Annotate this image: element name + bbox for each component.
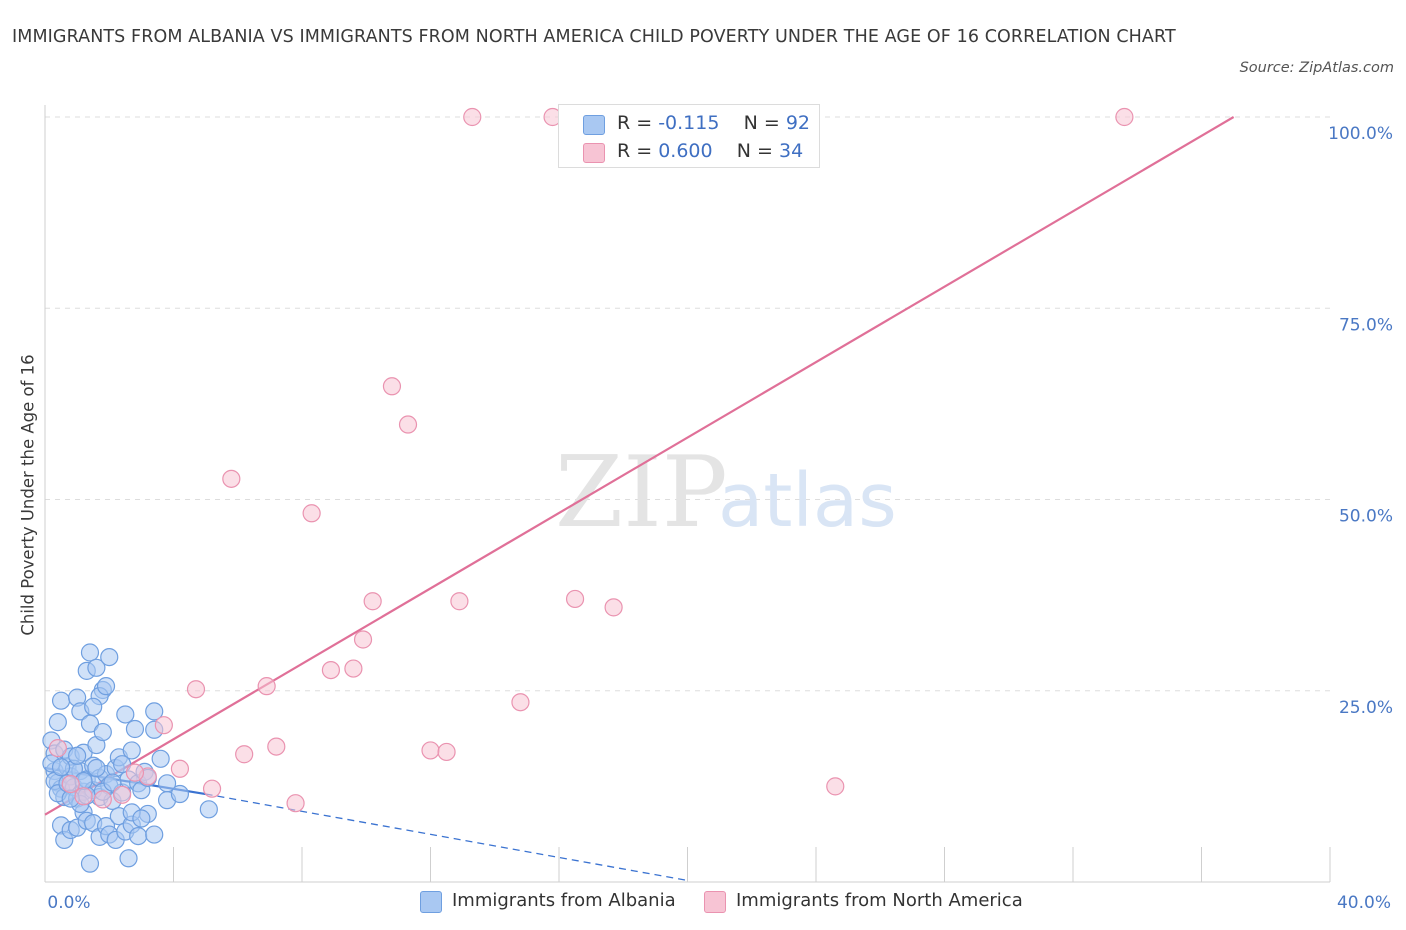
- watermark-zip: ZIP: [555, 436, 728, 550]
- north-america-point: [61, 774, 80, 794]
- grid-lines: [45, 116, 1330, 692]
- north-america-point: [398, 415, 418, 434]
- north-america-point: [170, 759, 190, 778]
- north-america-point: [463, 107, 482, 127]
- y-tick-label: 50.0%: [1339, 507, 1393, 527]
- north-america-swatch: [583, 143, 605, 163]
- north-america-point: [125, 763, 145, 782]
- north-america-point: [437, 742, 456, 762]
- watermark-atlas: atlas: [718, 458, 897, 544]
- albania-point: [132, 809, 151, 828]
- x-tick-label-min: 0.0%: [47, 893, 90, 913]
- albania-point: [80, 643, 100, 662]
- correlation-legend: R = -0.115 N = 92 R = 0.600 N = 34: [558, 104, 820, 168]
- albania-point: [87, 658, 106, 677]
- albania-point: [199, 800, 218, 819]
- data-points: [42, 107, 1134, 873]
- north-america-point: [186, 680, 206, 699]
- tick-labels: 25.0% 50.0% 75.0% 100.0% 0.0% 40.0%: [47, 124, 1393, 913]
- albania-n-value: 92: [785, 112, 811, 134]
- albania-point: [151, 749, 170, 768]
- albania-point: [116, 705, 135, 724]
- albania-point: [68, 746, 87, 765]
- y-tick-label: 100.0%: [1328, 124, 1393, 144]
- albania-point: [119, 849, 138, 868]
- legend-text-albania: R = -0.115 N = 92: [617, 112, 811, 134]
- albania-point: [96, 677, 116, 696]
- north-america-point: [93, 790, 112, 809]
- north-america-point: [565, 589, 585, 609]
- y-tick-label: 75.0%: [1339, 315, 1393, 335]
- albania-legend-swatch: [420, 891, 442, 913]
- chart-title: IMMIGRANTS FROM ALBANIA VS IMMIGRANTS FR…: [12, 27, 1176, 47]
- x-tick-label-max: 40.0%: [1337, 893, 1391, 913]
- albania-point: [145, 825, 164, 844]
- north-america-point: [511, 693, 530, 712]
- legend-text-north-america: R = 0.600 N = 34: [617, 140, 804, 162]
- albania-point: [87, 758, 106, 778]
- albania-point: [112, 755, 132, 774]
- albania-trend-dashed: [205, 793, 688, 882]
- north-america-point: [222, 469, 241, 488]
- albania-point: [51, 691, 71, 710]
- axes: [44, 105, 1331, 883]
- north-america-trend-line: [44, 116, 1235, 816]
- north-america-point: [321, 660, 341, 680]
- albania-point: [93, 722, 112, 742]
- albania-point: [51, 758, 71, 777]
- north-america-point: [421, 741, 440, 760]
- north-america-point: [826, 777, 845, 796]
- north-america-point: [112, 785, 132, 804]
- north-america-point: [363, 592, 382, 611]
- albania-point: [145, 702, 164, 721]
- albania-point: [80, 854, 100, 873]
- albania-point: [125, 719, 145, 739]
- north-america-point: [154, 716, 173, 735]
- north-america-point: [302, 504, 321, 523]
- north-america-r-value: 0.600: [658, 140, 713, 162]
- source-label: Source: ZipAtlas.com: [1239, 60, 1394, 76]
- north-america-point: [235, 745, 254, 764]
- albania-point: [122, 741, 141, 760]
- north-america-point: [450, 592, 469, 611]
- north-america-point: [257, 677, 276, 696]
- north-america-legend-swatch: [704, 891, 726, 913]
- albania-point: [48, 713, 67, 732]
- y-tick-label: 25.0%: [1339, 698, 1393, 718]
- north-america-point: [202, 779, 222, 798]
- albania-swatch: [583, 115, 605, 135]
- north-america-point: [353, 630, 373, 649]
- north-america-point: [1115, 107, 1134, 127]
- albania-r-value: -0.115: [658, 112, 720, 134]
- albania-point: [103, 773, 122, 792]
- albania-point: [100, 647, 119, 667]
- albania-point: [84, 697, 103, 716]
- albania-point: [129, 826, 148, 846]
- north-america-n-value: 34: [779, 140, 804, 162]
- north-america-point: [267, 737, 286, 756]
- albania-point: [170, 784, 190, 804]
- north-america-point: [604, 598, 623, 617]
- north-america-point: [48, 739, 67, 758]
- albania-legend-label: Immigrants from Albania: [452, 890, 676, 911]
- north-america-legend-label: Immigrants from North America: [736, 890, 1023, 911]
- north-america-point: [286, 794, 305, 813]
- north-america-point: [74, 787, 93, 806]
- north-america-point: [344, 659, 363, 678]
- north-america-point: [382, 377, 402, 396]
- watermark: ZIP atlas: [555, 436, 897, 550]
